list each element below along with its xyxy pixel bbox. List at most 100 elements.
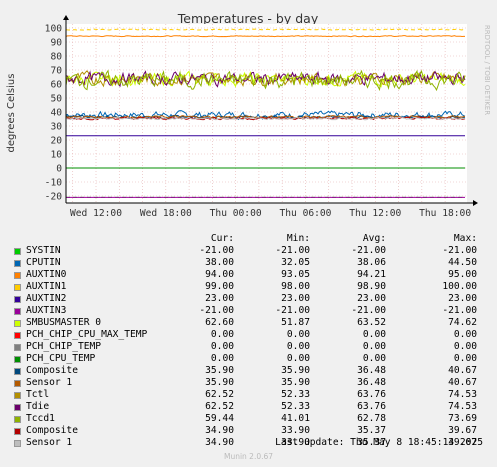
legend-min: -21.00 — [275, 245, 310, 256]
legend-swatch — [14, 332, 21, 339]
legend-min: 98.00 — [281, 281, 310, 292]
chart-title: Temperatures - by day — [177, 11, 319, 26]
legend-min: 23.00 — [281, 293, 310, 304]
legend-max: 74.53 — [448, 401, 477, 412]
legend-row: AUXTIN1 99.00 98.00 98.90 100.00 — [0, 281, 497, 293]
legend-min: 32.05 — [281, 257, 310, 268]
legend-row: Tctl 62.52 52.33 63.76 74.53 — [0, 389, 497, 401]
x-tick-label: Wed 12:00 — [70, 208, 122, 219]
series-line — [65, 70, 466, 88]
legend-max: 74.53 — [448, 389, 477, 400]
series-line — [65, 35, 465, 38]
legend-swatch — [14, 320, 21, 327]
legend-cur: 38.00 — [205, 257, 234, 268]
legend-cur: 62.52 — [205, 401, 234, 412]
legend-series-name: PCH_CHIP_TEMP — [26, 341, 102, 352]
legend-avg: 0.00 — [362, 329, 386, 340]
legend-swatch — [14, 404, 21, 411]
last-update: Last update: Thu May 8 18:45:14 2025 — [275, 437, 483, 448]
rrdtool-watermark: RRDTOOL / TOBI OETIKER — [483, 25, 491, 115]
legend-min: 52.33 — [281, 401, 310, 412]
legend-swatch — [14, 260, 21, 267]
legend-series-name: Sensor 1 — [26, 377, 73, 388]
legend-series-name: Composite — [26, 365, 78, 376]
legend-swatch — [14, 344, 21, 351]
y-tick-label: 60 — [50, 80, 62, 91]
version-label: Munin 2.0.67 — [223, 452, 274, 461]
legend-avg: 36.48 — [357, 365, 386, 376]
legend-max: 39.67 — [448, 425, 477, 436]
legend-avg: 63.76 — [357, 401, 386, 412]
legend-avg: 35.37 — [357, 437, 386, 448]
legend-avg: 36.48 — [357, 377, 386, 388]
legend-series-name: Tctl — [26, 389, 50, 400]
legend-max: 23.00 — [448, 293, 477, 304]
series-line — [65, 114, 466, 119]
temperature-chart: Temperatures - by day degrees Celsius RR… — [6, 11, 491, 219]
series-line — [65, 28, 466, 31]
legend-avg: 62.78 — [357, 413, 386, 424]
legend-max: 44.50 — [448, 257, 477, 268]
y-tick-label: 50 — [50, 94, 62, 105]
legend-row: Sensor 1 34.90 33.90 35.37 39.67 — [0, 437, 497, 449]
legend-row: PCH_CPU_TEMP 0.00 0.00 0.00 0.00 — [0, 353, 497, 365]
legend-swatch — [14, 428, 21, 435]
plot-area — [66, 24, 467, 203]
legend-cur: -21.00 — [199, 305, 234, 316]
legend-max: 0.00 — [453, 329, 477, 340]
legend-cur: 62.52 — [205, 389, 234, 400]
y-tick-label: 70 — [50, 66, 62, 77]
legend-series-name: CPUTIN — [26, 257, 61, 268]
y-tick-label: 40 — [50, 108, 62, 119]
legend-cur: 35.90 — [205, 377, 234, 388]
legend-min: 35.90 — [281, 365, 310, 376]
legend-max: 0.00 — [453, 353, 477, 364]
legend-avg: 38.06 — [357, 257, 386, 268]
legend-row: Tccd1 59.44 41.01 62.78 73.69 — [0, 413, 497, 425]
legend-max: -21.00 — [442, 305, 477, 316]
legend-row: Tdie 62.52 52.33 63.76 74.53 — [0, 401, 497, 413]
legend-min: 52.33 — [281, 389, 310, 400]
legend-row: AUXTIN0 94.00 93.05 94.21 95.00 — [0, 269, 497, 281]
legend-row: SMBUSMASTER 0 62.60 51.87 63.52 74.62 — [0, 317, 497, 329]
legend-row: PCH_CHIP_CPU_MAX_TEMP 0.00 0.00 0.00 0.00 — [0, 329, 497, 341]
legend-series-name: SYSTIN — [26, 245, 61, 256]
y-tick-label: 80 — [50, 52, 62, 63]
header-cur: Cur: — [210, 233, 234, 244]
legend-avg: 23.00 — [357, 293, 386, 304]
legend-series-name: SMBUSMASTER 0 — [26, 317, 102, 328]
legend-max: 95.00 — [448, 269, 477, 280]
y-tick-label: 100 — [45, 24, 63, 35]
legend-avg: 63.52 — [357, 317, 386, 328]
legend-cur: 59.44 — [205, 413, 234, 424]
legend-max: 40.67 — [448, 377, 477, 388]
legend-min: 51.87 — [281, 317, 310, 328]
legend-min: 41.01 — [281, 413, 310, 424]
x-tick-label: Wed 18:00 — [140, 208, 192, 219]
y-tick-label: 20 — [50, 136, 62, 147]
legend-series-name: Tccd1 — [26, 413, 55, 424]
legend-swatch — [14, 440, 21, 447]
legend-cur: 94.00 — [205, 269, 234, 280]
legend-max: 0.00 — [453, 341, 477, 352]
legend-min: 0.00 — [286, 341, 310, 352]
legend-series-name: Tdie — [26, 401, 50, 412]
legend-row: SYSTIN -21.00 -21.00 -21.00 -21.00 — [0, 245, 497, 257]
header-min: Min: — [286, 233, 310, 244]
legend-swatch — [14, 272, 21, 279]
header-avg: Avg: — [362, 233, 386, 244]
legend-cur: 99.00 — [205, 281, 234, 292]
legend-min: 33.90 — [281, 425, 310, 436]
series-line — [65, 69, 466, 92]
legend-row: AUXTIN3 -21.00 -21.00 -21.00 -21.00 — [0, 305, 497, 317]
y-tick-label: -20 — [45, 192, 63, 203]
legend-avg: -21.00 — [351, 305, 386, 316]
y-tick-label: -10 — [45, 178, 63, 189]
legend-min: -21.00 — [275, 305, 310, 316]
legend-cur: 34.90 — [205, 425, 234, 436]
legend-series-name: PCH_CHIP_CPU_MAX_TEMP — [26, 329, 148, 340]
legend-avg: 0.00 — [362, 341, 386, 352]
legend-row: Sensor 1 35.90 35.90 36.48 40.67 — [0, 377, 497, 389]
legend-row: Composite 35.90 35.90 36.48 40.67 — [0, 365, 497, 377]
legend-max: 73.69 — [448, 413, 477, 424]
